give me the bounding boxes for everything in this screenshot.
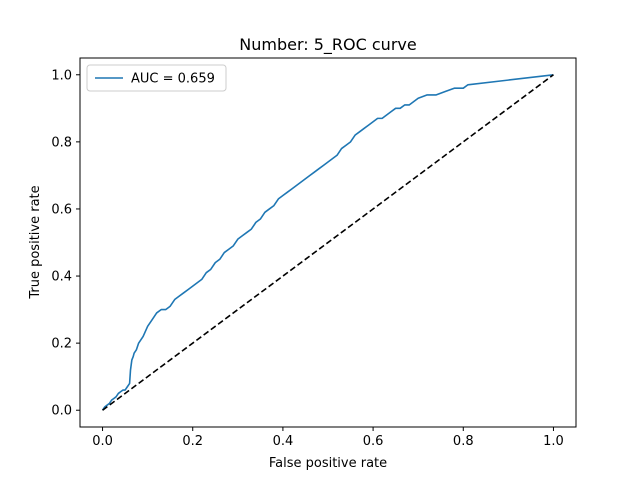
legend: AUC = 0.659 [86, 64, 227, 92]
y-tick-label: 1.0 [51, 68, 72, 83]
legend-box [86, 64, 227, 92]
x-tick-label: 0.2 [182, 434, 203, 449]
plot-area [79, 57, 577, 428]
x-tick-label: 1.0 [543, 434, 564, 449]
y-tick-label: 0.4 [51, 270, 72, 285]
y-axis-label: True positive rate [28, 185, 43, 299]
y-tick-label: 0.0 [51, 404, 72, 419]
x-tick-label: 0.8 [453, 434, 474, 449]
roc-curve-line [101, 73, 554, 411]
y-tick-label: 0.6 [51, 202, 72, 217]
chance-diagonal-line [102, 74, 554, 411]
ticks: 0.0 0.2 0.4 0.6 0.8 1.0 0.0 0.2 0.4 0.6 0.8 1.0 [51, 68, 563, 449]
y-tick-label: 0.8 [51, 135, 72, 150]
x-tick-label: 0.0 [92, 434, 113, 449]
y-tick-label: 0.2 [51, 337, 72, 352]
x-tick-label: 0.4 [273, 434, 294, 449]
axes-frame [79, 57, 577, 428]
legend-label: AUC = 0.659 [131, 72, 215, 87]
chart-title: Number: 5_ROC curve [239, 35, 416, 55]
x-axis-label: False positive rate [269, 456, 387, 471]
x-tick-label: 0.6 [363, 434, 384, 449]
